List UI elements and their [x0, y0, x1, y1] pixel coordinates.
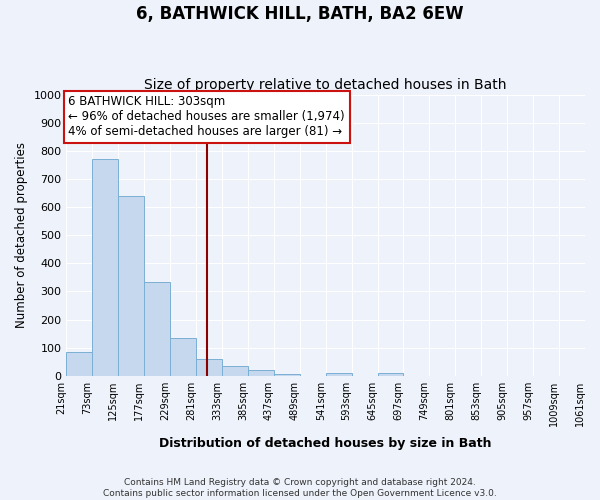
Text: Contains HM Land Registry data © Crown copyright and database right 2024.
Contai: Contains HM Land Registry data © Crown c… [103, 478, 497, 498]
Bar [196, 359, 222, 376]
Bar [144, 282, 170, 376]
X-axis label: Distribution of detached houses by size in Bath: Distribution of detached houses by size … [160, 437, 492, 450]
Bar [118, 196, 144, 376]
Bar [326, 373, 352, 376]
Text: 6, BATHWICK HILL, BATH, BA2 6EW: 6, BATHWICK HILL, BATH, BA2 6EW [136, 5, 464, 23]
Bar [222, 366, 248, 376]
Bar [248, 370, 274, 376]
Y-axis label: Number of detached properties: Number of detached properties [15, 142, 28, 328]
Bar [274, 374, 300, 376]
Bar [92, 159, 118, 376]
Bar [67, 352, 92, 376]
Bar [170, 338, 196, 376]
Bar [377, 373, 403, 376]
Text: 6 BATHWICK HILL: 303sqm
← 96% of detached houses are smaller (1,974)
4% of semi-: 6 BATHWICK HILL: 303sqm ← 96% of detache… [68, 96, 345, 138]
Title: Size of property relative to detached houses in Bath: Size of property relative to detached ho… [145, 78, 507, 92]
